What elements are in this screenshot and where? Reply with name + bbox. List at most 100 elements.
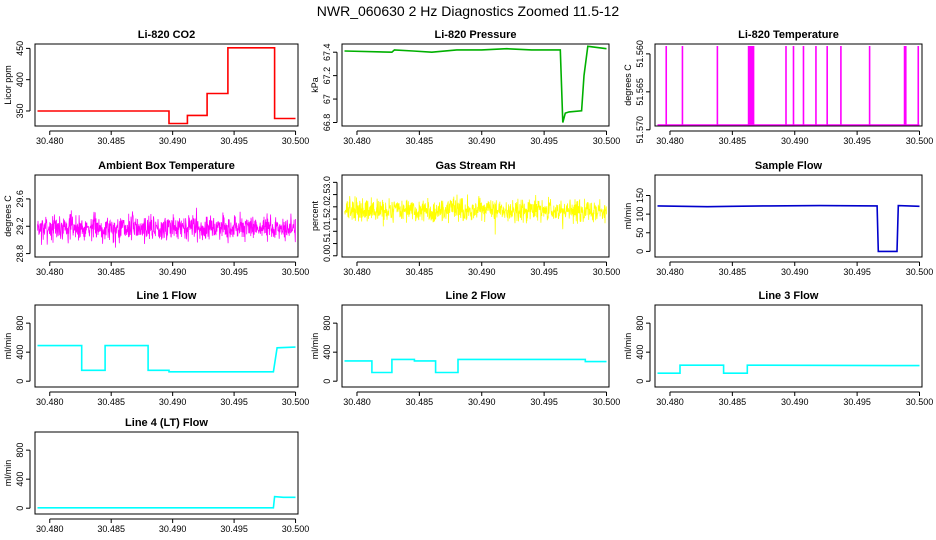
- y-axis-label: degrees C: [623, 64, 633, 106]
- x-tick-label: 30.490: [468, 267, 496, 277]
- y-tick-label: 0: [322, 379, 332, 384]
- panel-title: Line 3 Flow: [759, 290, 819, 302]
- plot-frame: [34, 174, 299, 258]
- y-tick-label: 51.565: [635, 78, 645, 106]
- x-tick-label: 30.485: [97, 524, 125, 534]
- x-tick-label: 30.480: [656, 136, 684, 146]
- y-axis-label: percent: [310, 200, 320, 231]
- plot-frame: [34, 431, 299, 515]
- x-tick-label: 30.500: [906, 136, 934, 146]
- x-tick-label: 30.485: [406, 267, 434, 277]
- x-tick-label: 30.485: [97, 397, 125, 407]
- y-axis-label: ml/min: [3, 333, 13, 360]
- x-tick-label: 30.485: [719, 136, 747, 146]
- y-axis-label: ml/min: [3, 460, 13, 487]
- y-tick-label: 51.560: [635, 40, 645, 68]
- y-tick-label: 0: [15, 379, 25, 384]
- x-tick-label: 30.490: [781, 136, 809, 146]
- plot-frame: [654, 304, 923, 388]
- y-tick-label: 800: [322, 316, 332, 331]
- y-axis-label: degrees C: [3, 195, 13, 237]
- x-tick-label: 30.495: [530, 136, 558, 146]
- x-tick-label: 30.490: [159, 397, 187, 407]
- series-line: [657, 364, 920, 375]
- y-tick-label: 800: [635, 316, 645, 331]
- y-tick-label: 0.0: [322, 250, 332, 263]
- panel-2: Li-820 Pressure 30.480 30.485 30.490 30.495 3…: [310, 29, 620, 146]
- y-tick-label: 1.5: [322, 213, 332, 226]
- plot-frame: [341, 304, 610, 388]
- y-tick-label: 400: [15, 72, 25, 87]
- panel-6: Sample Flow 30.480 30.485 30.490 30.495 30.50…: [623, 160, 933, 277]
- x-tick-label: 30.480: [656, 397, 684, 407]
- x-tick-label: 30.495: [843, 136, 871, 146]
- panel-title: Ambient Box Temperature: [98, 160, 235, 172]
- x-tick-label: 30.485: [97, 267, 125, 277]
- y-tick-label: 2.0: [322, 201, 332, 214]
- x-tick-label: 30.485: [719, 267, 747, 277]
- series-line: [344, 45, 607, 123]
- y-tick-label: 100: [635, 207, 645, 222]
- y-tick-label: 29.2: [15, 217, 25, 235]
- x-tick-label: 30.490: [468, 397, 496, 407]
- series-line: [344, 358, 607, 374]
- x-tick-label: 30.495: [220, 267, 248, 277]
- x-tick-label: 30.485: [406, 136, 434, 146]
- x-tick-label: 30.500: [906, 267, 934, 277]
- x-tick-label: 30.480: [343, 136, 371, 146]
- series-line: [37, 207, 296, 248]
- y-tick-label: 67.4: [322, 43, 332, 61]
- panel-title: Line 4 (LT) Flow: [125, 417, 208, 429]
- y-tick-label: 28.8: [15, 245, 25, 263]
- series-line: [657, 204, 920, 253]
- panel-9: Line 3 Flow 30.480 30.485 30.490 30.495 30.50…: [623, 290, 933, 407]
- panel-title: Line 2 Flow: [446, 290, 506, 302]
- panel-4: Ambient Box Temperature 30.480 30.485 30.49…: [3, 160, 309, 277]
- x-tick-label: 30.500: [593, 267, 621, 277]
- x-tick-label: 30.485: [719, 397, 747, 407]
- y-tick-label: 400: [15, 345, 25, 360]
- y-tick-label: 400: [322, 345, 332, 360]
- panel-3: Li-820 Temperature 30.480 30.485 30.490 30.4…: [623, 29, 933, 146]
- x-tick-label: 30.495: [843, 267, 871, 277]
- x-tick-label: 30.500: [282, 397, 310, 407]
- x-tick-label: 30.490: [468, 136, 496, 146]
- y-tick-label: 0: [635, 249, 645, 254]
- plot-frame: [654, 43, 923, 127]
- y-axis-label: ml/min: [310, 333, 320, 360]
- y-tick-label: 0.5: [322, 237, 332, 250]
- panel-7: Line 1 Flow 30.480 30.485 30.490 30.495 30.50…: [3, 290, 309, 407]
- x-tick-label: 30.500: [282, 136, 310, 146]
- y-tick-label: 2.5: [322, 188, 332, 201]
- y-tick-label: 350: [15, 103, 25, 118]
- x-tick-label: 30.495: [843, 397, 871, 407]
- panel-5: Gas Stream RH 30.480 30.485 30.490 30.495 30.…: [310, 160, 620, 277]
- x-tick-label: 30.480: [36, 524, 64, 534]
- y-tick-label: 51.570: [635, 116, 645, 144]
- y-tick-label: 67.2: [322, 67, 332, 85]
- x-tick-label: 30.495: [220, 136, 248, 146]
- x-tick-label: 30.490: [159, 267, 187, 277]
- x-tick-label: 30.485: [97, 136, 125, 146]
- y-axis-label: ml/min: [623, 203, 633, 230]
- y-tick-label: 800: [15, 443, 25, 458]
- series-line: [37, 46, 296, 125]
- series-line: [344, 194, 607, 235]
- x-tick-label: 30.490: [159, 136, 187, 146]
- y-tick-label: 29.6: [15, 190, 25, 208]
- x-tick-label: 30.480: [36, 267, 64, 277]
- panel-8: Line 2 Flow 30.480 30.485 30.490 30.495 30.50…: [310, 290, 620, 407]
- y-axis-label: ml/min: [623, 333, 633, 360]
- x-tick-label: 30.495: [530, 397, 558, 407]
- panel-title: Li-820 Pressure: [435, 29, 517, 41]
- x-tick-label: 30.500: [593, 136, 621, 146]
- panel-title: Line 1 Flow: [137, 290, 197, 302]
- plot-frame: [654, 174, 923, 258]
- panel-grid: Li-820 CO2 30.480 30.485 30.490 30.495 30.500…: [3, 29, 933, 534]
- x-tick-label: 30.480: [343, 267, 371, 277]
- panel-1: Li-820 CO2 30.480 30.485 30.490 30.495 30.500…: [3, 29, 309, 146]
- panel-title: Sample Flow: [755, 160, 823, 172]
- y-tick-label: 50: [635, 228, 645, 238]
- y-tick-label: 3.0: [322, 176, 332, 189]
